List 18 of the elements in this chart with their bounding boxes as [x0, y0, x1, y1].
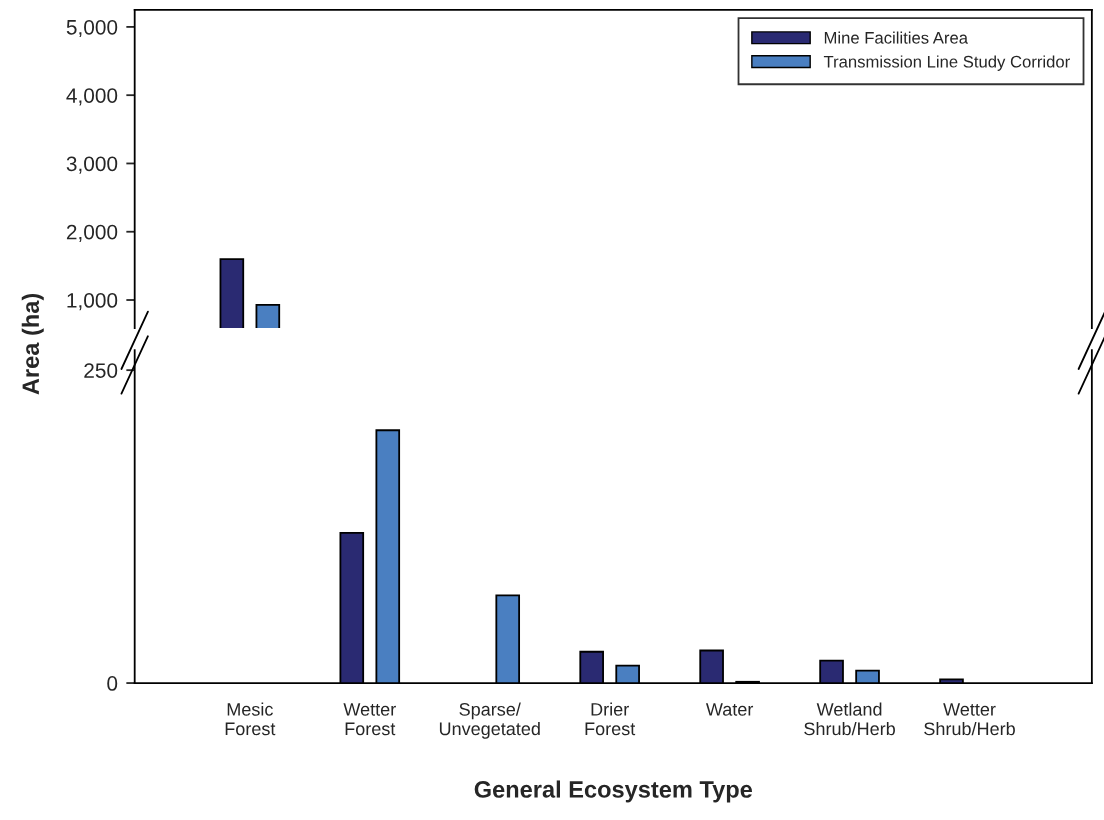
y-tick-label: 250 [84, 363, 118, 378]
legend-label: Transmission Line Study Corridor [823, 55, 1070, 71]
y-tick-label: 1,000 [67, 293, 118, 311]
x-axis-title: General Ecosystem Type [474, 780, 753, 803]
x-tick-label: Drier Forest [585, 702, 636, 736]
x-tick-label: Wetter Forest [343, 703, 396, 736]
y-axis-title: Area (ha) [21, 293, 44, 395]
legend-label: Mine Facilities Area [824, 31, 969, 44]
x-tick-label: Water [705, 703, 754, 716]
x-tick-label: Mesic Forest [225, 702, 276, 736]
y-tick-label: 5,000 [66, 19, 118, 38]
x-tick-label: Wetter Shrub/Herb [924, 703, 1015, 736]
x-tick-label: Sparse/ Unvegetated [439, 702, 540, 739]
y-tick-label: 4,000 [66, 88, 118, 106]
y-tick-label: 2,000 [66, 224, 118, 242]
y-tick-label: 0 [107, 676, 118, 691]
x-tick-label: Wetland Shrub/Herb [804, 702, 895, 736]
y-tick-label: 3,000 [66, 156, 118, 174]
